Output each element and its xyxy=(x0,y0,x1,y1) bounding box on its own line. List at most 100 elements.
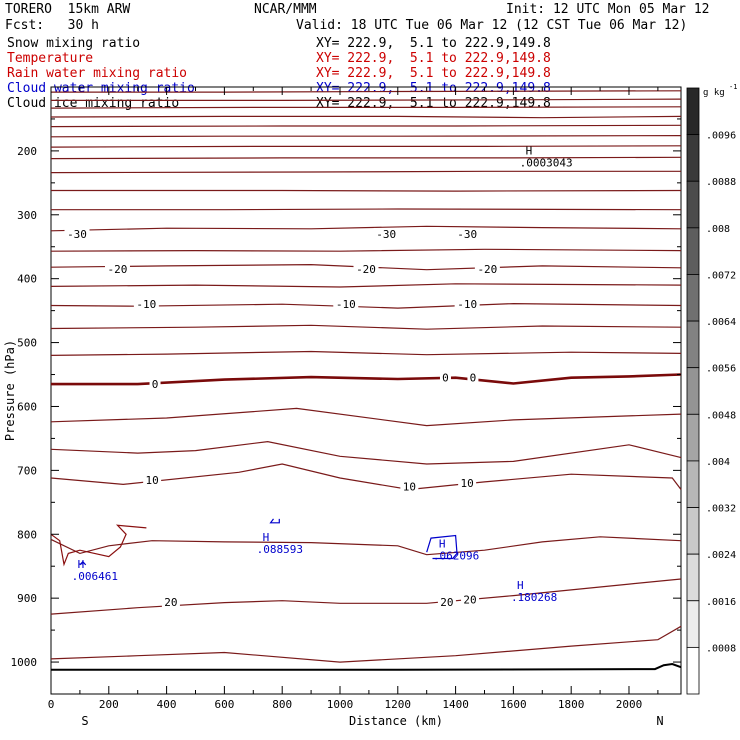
legend-xy-range: XY= 222.9, 5.1 to 222.9,149.8 xyxy=(316,81,551,96)
isotherm-label-bg xyxy=(133,298,159,311)
terrain-surface-line xyxy=(51,662,682,671)
isotherm-group xyxy=(50,90,682,663)
isotherm-label-bg xyxy=(458,477,477,490)
maximum-marker: H xyxy=(526,144,533,157)
isotherm-label-bg xyxy=(143,473,162,486)
isotherm-label: -30 xyxy=(67,228,87,241)
north-end-label: N xyxy=(656,714,663,728)
colorbar-unit-exponent: -1 xyxy=(729,83,737,91)
organization-label: NCAR/MMM xyxy=(254,2,317,17)
y-tick-label: 600 xyxy=(17,400,37,413)
isotherm-line xyxy=(50,578,682,615)
maximum-marker: H xyxy=(263,531,270,544)
isotherm-line xyxy=(51,90,682,93)
isotherm-label-bg xyxy=(437,595,456,608)
x-tick-label: 1400 xyxy=(442,698,469,711)
y-axis-title: Pressure (hPa) xyxy=(3,340,17,441)
isotherm-line xyxy=(50,440,682,465)
x-axis-title: Distance (km) xyxy=(349,714,443,728)
legend-field-name: Temperature xyxy=(7,51,94,66)
isotherm-label: -30 xyxy=(457,228,477,241)
colorbar-segment xyxy=(686,460,700,508)
isotherm-label-bg xyxy=(454,227,480,240)
colorbar-segment xyxy=(686,134,700,182)
isotherm-label-bg xyxy=(373,227,399,240)
x-tick-label: 0 xyxy=(48,698,55,711)
isotherm-line xyxy=(50,135,682,138)
isotherm-label: -10 xyxy=(136,298,156,311)
legend-xy-range: XY= 222.9, 5.1 to 222.9,149.8 xyxy=(316,36,551,51)
legend-field-name: Snow mixing ratio xyxy=(7,36,141,51)
isotherm-line xyxy=(50,283,682,288)
colorbar-tick-label: .0088 xyxy=(706,177,736,188)
y-tick-label: 800 xyxy=(17,528,37,541)
isotherm-line xyxy=(50,106,682,109)
colorbar-tick-label: .0096 xyxy=(706,131,736,142)
isotherm-label-bg xyxy=(64,227,90,240)
isotherm-line xyxy=(50,170,681,174)
y-tick-label: 900 xyxy=(17,592,37,605)
isotherm-label: 20 xyxy=(463,593,476,606)
isotherm-line xyxy=(50,324,682,330)
colorbar-segment xyxy=(686,180,700,229)
isotherm-label-bg xyxy=(467,371,479,384)
colorbar-tick-label: .0016 xyxy=(706,597,736,608)
isotherm-label: 10 xyxy=(146,474,159,487)
colorbar-tick-label: .0048 xyxy=(706,410,736,421)
isotherm-label: -20 xyxy=(356,263,376,276)
isotherm-label: 20 xyxy=(164,596,177,609)
x-tick-label: 1200 xyxy=(385,698,412,711)
colorbar-tick-label: .0024 xyxy=(706,550,736,561)
legend-xy-range: XY= 222.9, 5.1 to 222.9,149.8 xyxy=(316,51,551,66)
isotherm-label: 0 xyxy=(470,372,477,385)
isotherm-line xyxy=(50,407,682,427)
colorbar-tick-label: .004 xyxy=(706,457,730,468)
isotherm-label: 0 xyxy=(442,372,449,385)
legend-xy-range: XY= 222.9, 5.1 to 222.9,149.8 xyxy=(316,66,551,81)
maximum-value-label: .0003043 xyxy=(520,156,573,169)
x-tick-label: 400 xyxy=(157,698,177,711)
x-tick-label: 600 xyxy=(214,698,234,711)
cloud-water-contour xyxy=(269,518,280,524)
colorbar-segment xyxy=(686,227,700,275)
isotherm-label-bg xyxy=(454,298,480,311)
cloud-water-contour xyxy=(79,560,87,566)
maximum-marker: H xyxy=(78,558,85,571)
isotherm-label: -10 xyxy=(336,298,356,311)
isotherm-line xyxy=(50,463,682,491)
x-tick-label: 1600 xyxy=(500,698,527,711)
colorbar-tick-label: .008 xyxy=(706,224,730,235)
colorbar-segment xyxy=(686,320,700,369)
maximum-value-label: .088593 xyxy=(257,543,303,556)
colorbar-segment xyxy=(686,646,700,695)
colorbar-tick-label: .0072 xyxy=(706,270,736,281)
colorbar-segment xyxy=(686,367,700,415)
isotherm-label-bg xyxy=(461,593,480,606)
y-tick-label: 1000 xyxy=(11,656,38,669)
y-tick-label: 200 xyxy=(17,145,37,158)
isotherm-label: 0 xyxy=(152,378,159,391)
isotherm-line xyxy=(51,189,682,192)
colorbar-tick-label: .0032 xyxy=(706,504,736,515)
south-end-label: S xyxy=(81,714,88,728)
x-tick-label: 800 xyxy=(272,698,292,711)
y-tick-label: 500 xyxy=(17,337,37,350)
maximum-value-label: .180268 xyxy=(511,591,557,604)
isotherm-line xyxy=(50,124,682,128)
isotherm-label: -20 xyxy=(477,263,497,276)
maximum-marker: H xyxy=(517,579,524,592)
colorbar-segment xyxy=(686,413,700,462)
isotherm-label-bg xyxy=(161,595,180,608)
maximum-value-label: .006461 xyxy=(72,570,118,583)
isotherm-label-bg xyxy=(149,378,161,391)
valid-time: Valid: 18 UTC Tue 06 Mar 12 (12 CST Tue … xyxy=(296,18,688,33)
y-tick-label: 400 xyxy=(17,273,37,286)
colorbar-segment xyxy=(686,600,700,648)
y-tick-label: 700 xyxy=(17,464,37,477)
rain-water-contour xyxy=(50,524,147,567)
isotherm-line xyxy=(50,625,682,663)
colorbar-tick-label: .0064 xyxy=(706,317,736,328)
x-tick-label: 1000 xyxy=(327,698,354,711)
isotherm-label-bg xyxy=(400,480,419,493)
